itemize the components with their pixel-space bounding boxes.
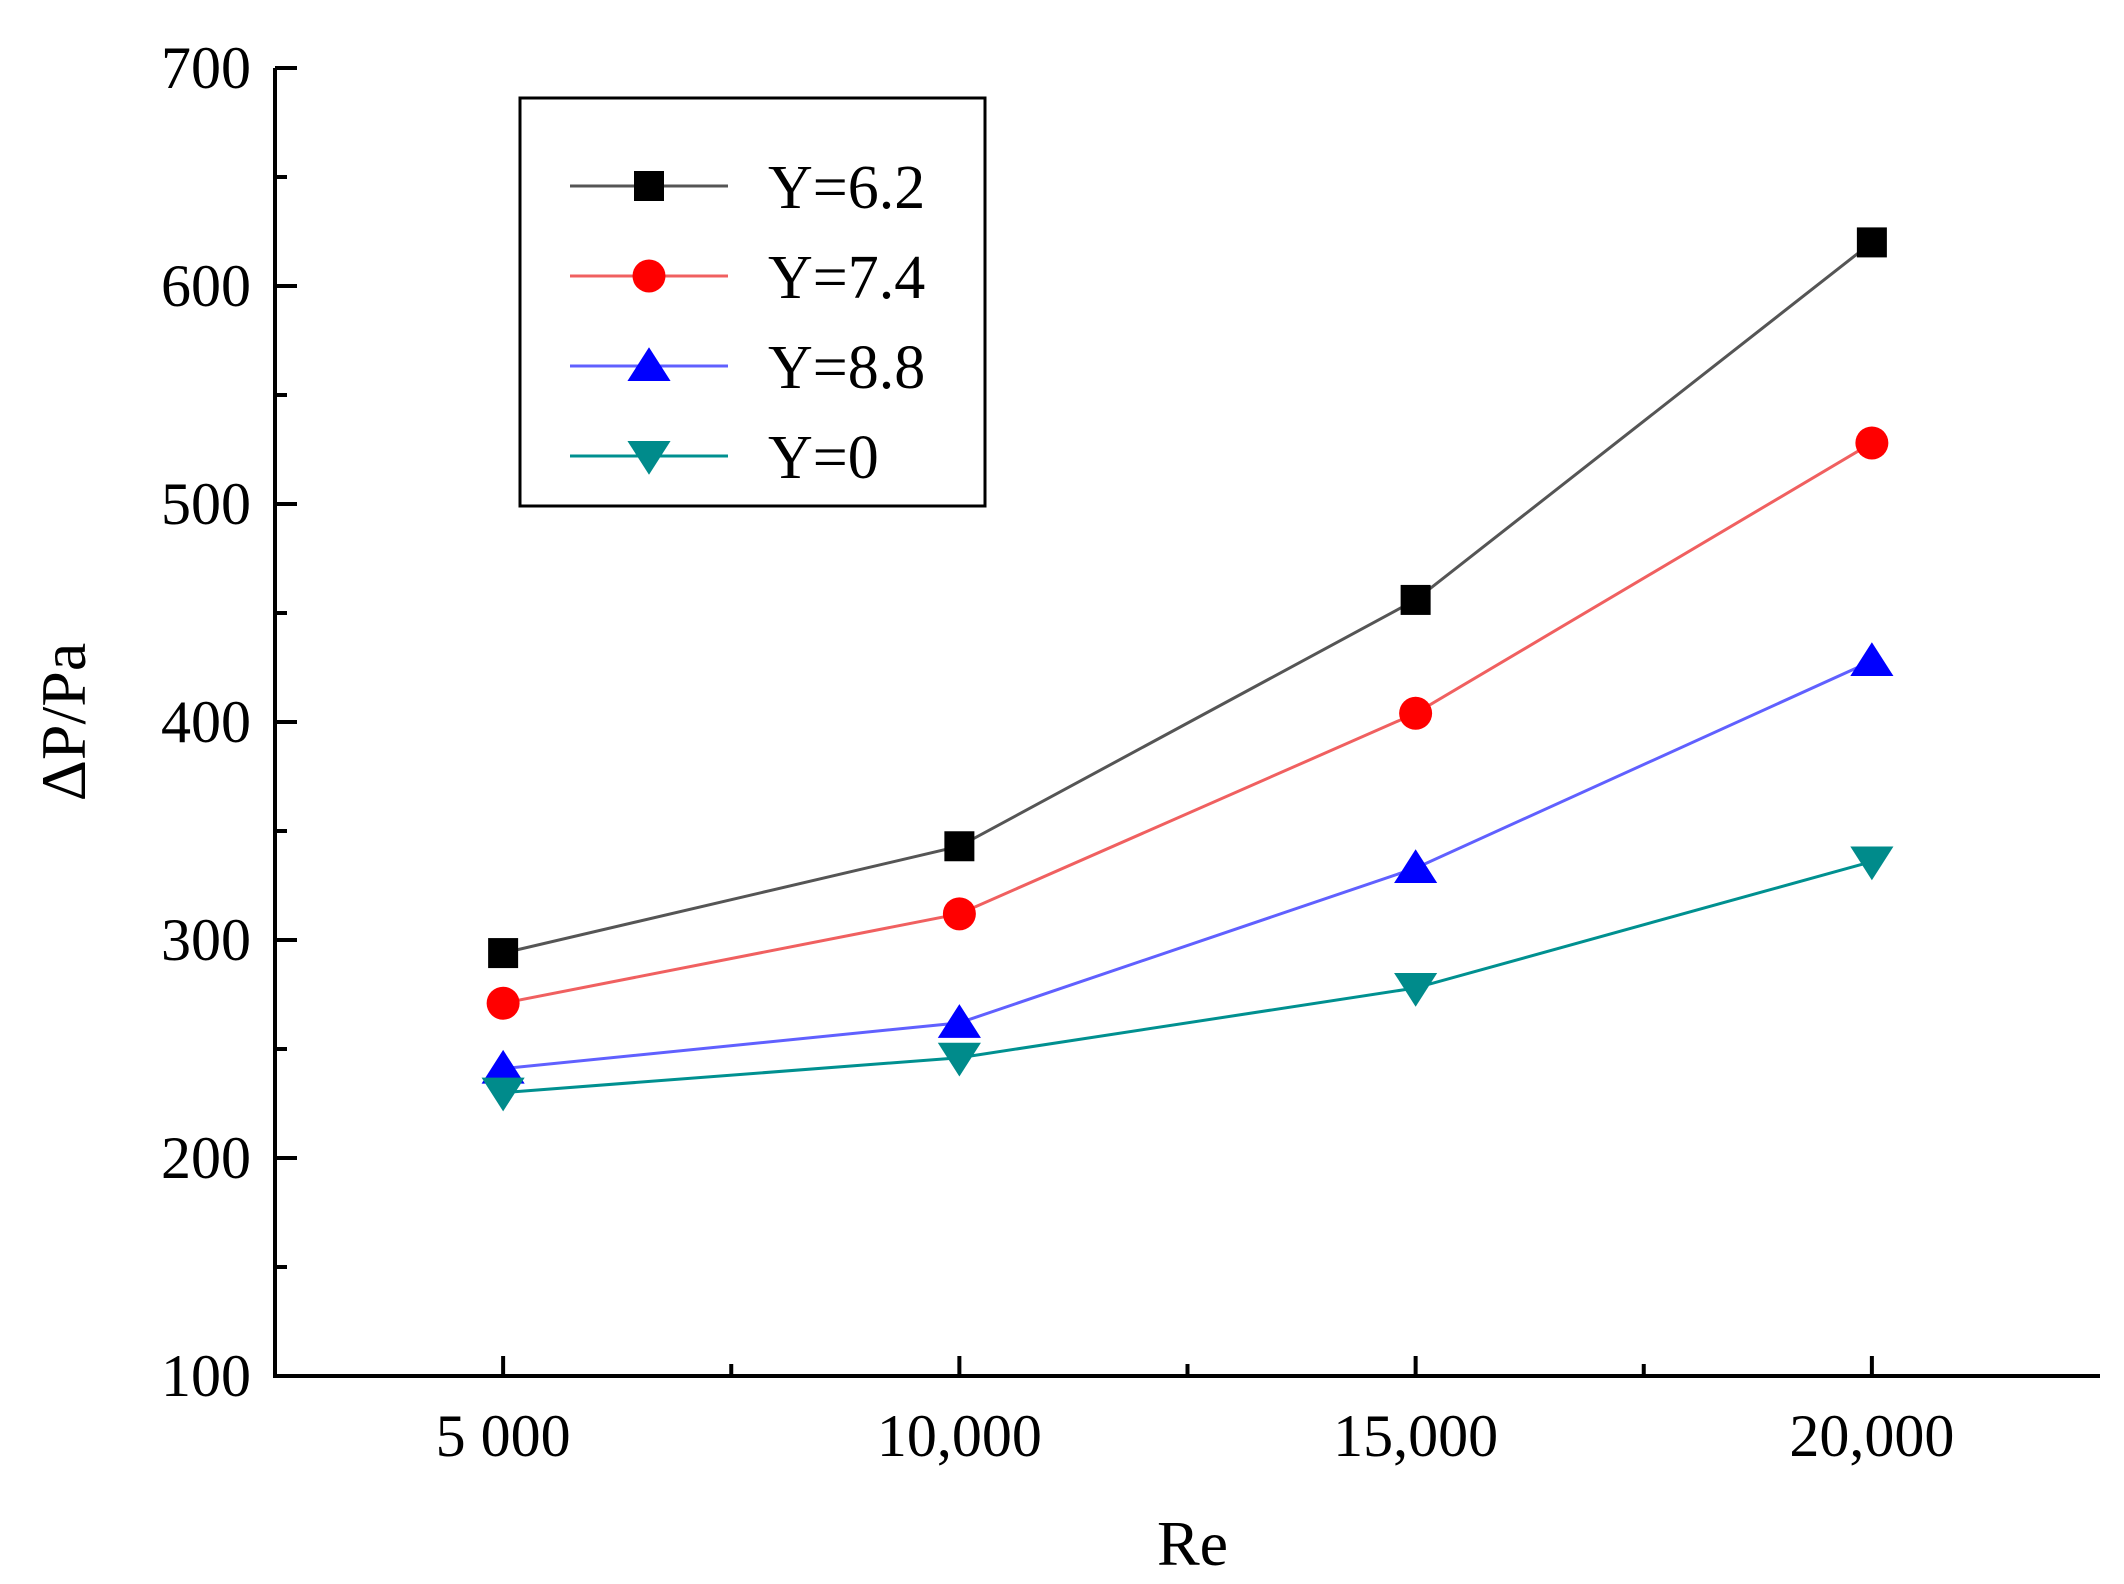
legend-marker: [627, 441, 671, 475]
data-point: [481, 1077, 525, 1112]
y-tick-label: 400: [161, 689, 251, 755]
data-point: [942, 897, 976, 931]
x-tick-label: 20,000: [1789, 1403, 1954, 1469]
x-axis-title: Re: [1157, 1508, 1228, 1579]
legend-marker: [634, 171, 664, 201]
legend-marker: [632, 259, 666, 293]
axes: 100 200 300 400 500 600 700 5 000 10,000 15,000 20…: [161, 35, 2100, 1469]
series-y-7-4: [486, 426, 1889, 1020]
data-point: [481, 1049, 525, 1084]
data-point: [488, 938, 519, 969]
series-line: [502, 659, 1873, 1071]
data-point: [944, 831, 975, 862]
x-tick-label: 15,000: [1333, 1403, 1498, 1469]
data-point: [1850, 642, 1894, 676]
y-tick-label: 500: [161, 471, 251, 537]
data-point: [1394, 972, 1438, 1007]
legend-item: Y=7.4: [570, 244, 925, 312]
series-y-8-8: [481, 642, 1894, 1084]
legend-item: Y=8.8: [570, 334, 925, 402]
data-point: [1400, 584, 1431, 615]
legend-marker: [627, 347, 671, 381]
series-line: [502, 441, 1873, 1005]
legend-label: Y=8.8: [768, 334, 925, 402]
series-y-0: [481, 846, 1894, 1112]
series-layer: [481, 227, 1894, 1112]
data-point: [1850, 846, 1894, 881]
y-tick-label: 300: [161, 907, 251, 973]
x-tick-label: 10,000: [877, 1403, 1042, 1469]
series-line: [503, 860, 1873, 1095]
data-point: [1399, 696, 1433, 730]
data-point: [937, 1042, 981, 1077]
series-y-6-2: [488, 227, 1887, 969]
y-axis-title: ΔP/Pa: [28, 643, 99, 802]
data-point: [937, 1004, 981, 1038]
y-tick-label: 600: [161, 253, 251, 319]
data-point: [1855, 426, 1889, 460]
legend-label: Y=0: [768, 424, 879, 492]
y-tick-label: 700: [161, 35, 251, 101]
data-point: [1856, 227, 1887, 258]
data-point: [486, 986, 520, 1020]
y-tick-label: 100: [161, 1343, 251, 1409]
data-point: [1394, 849, 1438, 884]
legend-box: [518, 96, 987, 508]
series-line: [502, 241, 1873, 955]
x-tick-label: 5 000: [436, 1403, 571, 1469]
legend-item: Y=6.2: [570, 154, 925, 222]
legend: Y=6.2 Y=7.4 Y=8.8 Y=0: [518, 96, 987, 508]
legend-label: Y=7.4: [768, 244, 925, 312]
y-tick-label: 200: [161, 1125, 251, 1191]
legend-label: Y=6.2: [768, 154, 925, 222]
legend-item: Y=0: [570, 424, 879, 492]
